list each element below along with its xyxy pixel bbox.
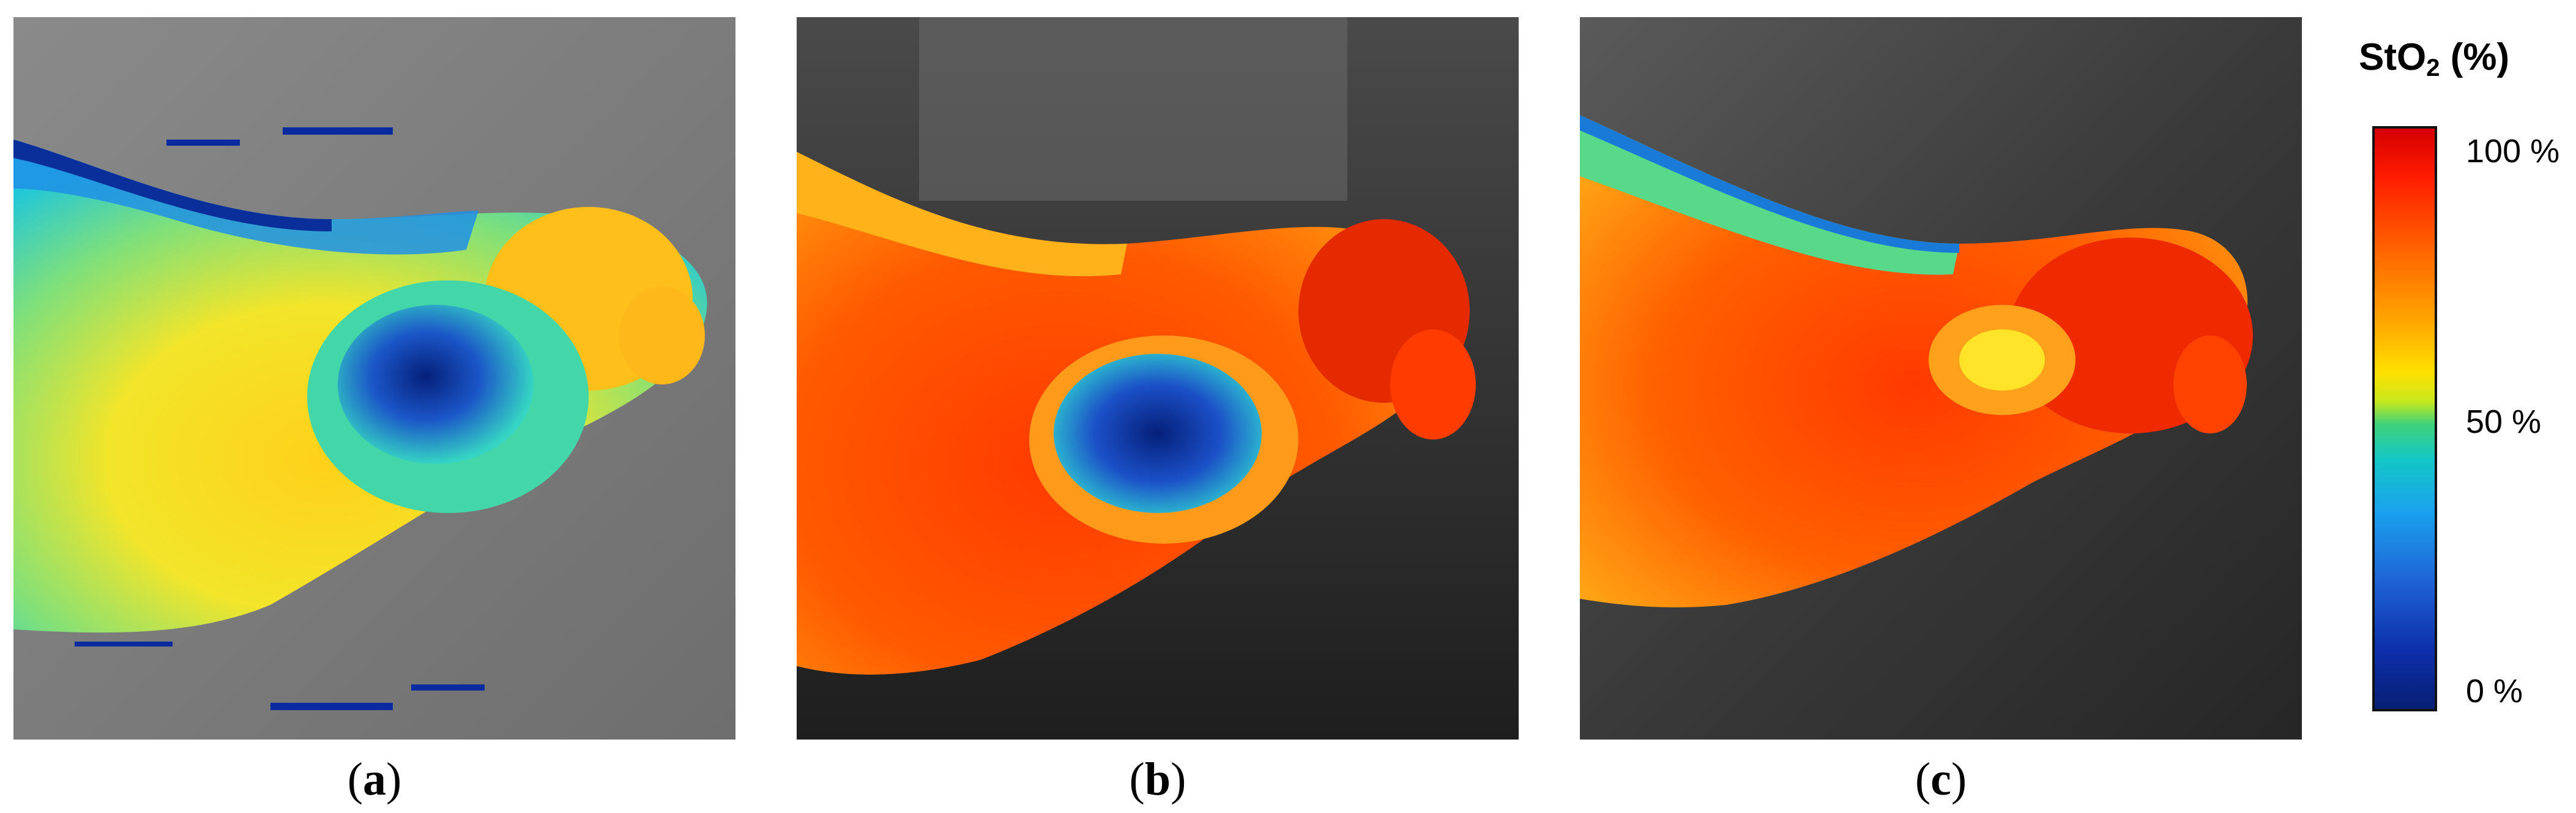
colorbar-tick-mid: 50 % [2466, 403, 2542, 440]
caption-b: (b) [1129, 754, 1186, 805]
caption-c: (c) [1915, 754, 1967, 805]
heatmap-panel-a [13, 17, 735, 740]
heatmap-panel-c [1580, 17, 2302, 740]
colorbar-tick-max: 100 % [2466, 133, 2560, 170]
colorbar-tick-min: 0 % [2466, 673, 2523, 710]
caption-a: (a) [347, 754, 402, 805]
colorbar [2372, 126, 2437, 711]
heatmap-panel-b [797, 17, 1519, 740]
colorbar-title: StO2 (%) [2359, 36, 2510, 81]
